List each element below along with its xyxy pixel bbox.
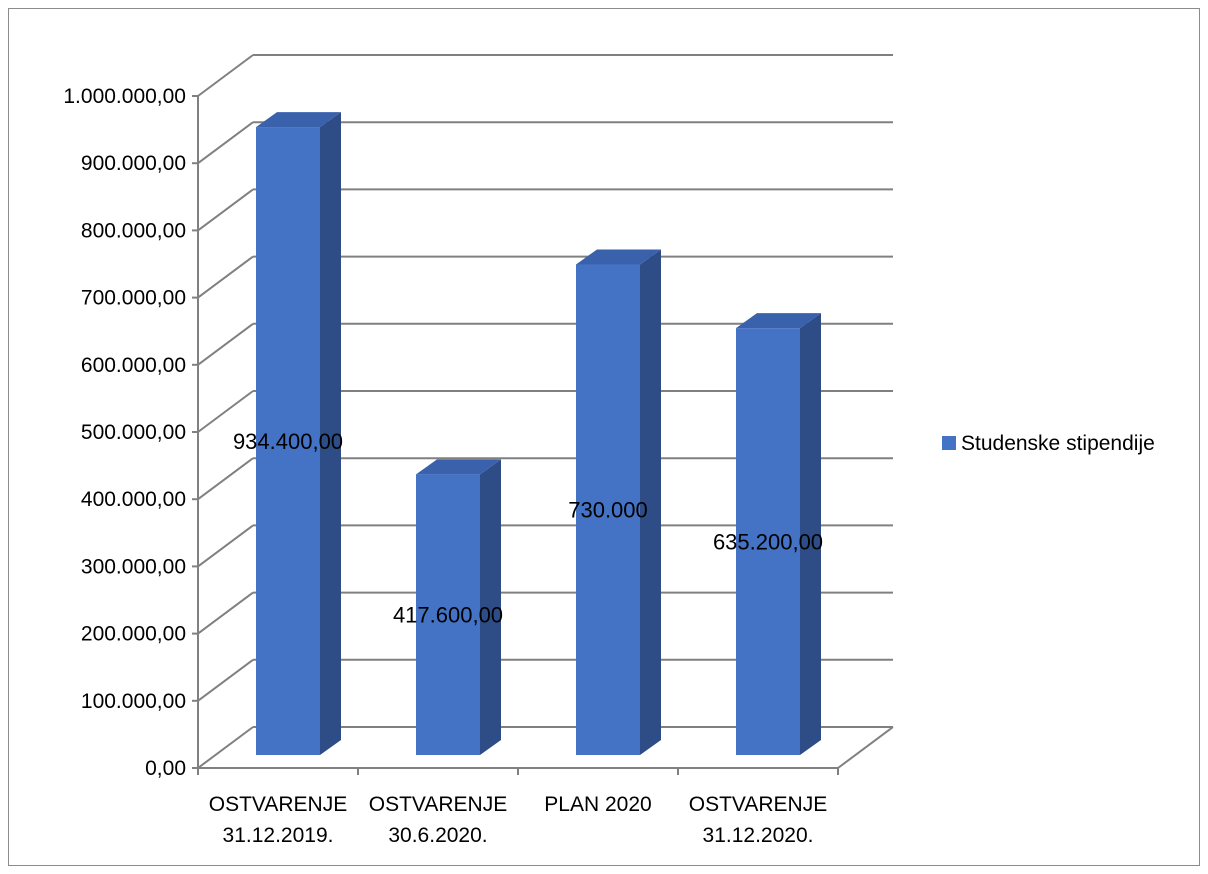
y-tick-label: 200.000,00: [81, 623, 186, 646]
axes: [192, 95, 894, 775]
data-label: 730.000: [568, 498, 648, 523]
x-tick-label: 31.12.2019.: [223, 824, 334, 847]
bar-top: [736, 313, 821, 329]
y-tick-label: 600.000,00: [81, 354, 186, 377]
x-tick-label: OSTVARENJE: [689, 793, 827, 816]
gridline-side: [197, 390, 254, 433]
bar: [416, 459, 501, 755]
bar-side: [640, 249, 661, 755]
bar-front: [416, 474, 480, 755]
bar-front: [256, 127, 320, 756]
bar-side: [320, 112, 341, 756]
bar-side: [800, 313, 821, 755]
data-labels: 934.400,00 417.600,00 730.000 635.200,00: [233, 429, 823, 628]
bar: [736, 313, 821, 755]
gridline-side: [197, 524, 254, 568]
x-tick-label: OSTVARENJE: [369, 793, 507, 816]
x-tick-label: 30.6.2020.: [388, 824, 487, 847]
bar-side: [480, 459, 501, 755]
bar: [256, 112, 341, 756]
bar-top: [256, 112, 341, 128]
gridline-side: [197, 54, 254, 97]
y-tick-label: 700.000,00: [81, 287, 186, 310]
data-label: 417.600,00: [393, 603, 503, 628]
y-tick-label: 500.000,00: [81, 421, 186, 444]
y-axis-tick-labels: 0,00 100.000,00 200.000,00 300.000,00 400.00…: [63, 85, 186, 780]
bars: [256, 112, 821, 756]
legend: Studenske stipendije: [942, 432, 1155, 455]
bar: [576, 249, 661, 755]
y-tick-label: 400.000,00: [81, 488, 186, 511]
x-tick-label: PLAN 2020: [544, 793, 651, 816]
y-tick-label: 300.000,00: [81, 555, 186, 578]
bar-top: [416, 459, 501, 475]
data-label: 934.400,00: [233, 429, 343, 454]
gridline-side: [197, 188, 254, 232]
data-label: 635.200,00: [713, 530, 823, 555]
gridline-side: [197, 322, 254, 366]
y-tick-label: 1.000.000,00: [63, 85, 186, 108]
legend-swatch: [942, 436, 956, 450]
bar-front: [576, 264, 640, 755]
legend-label: Studenske stipendije: [961, 432, 1155, 455]
y-tick-label: 900.000,00: [81, 152, 186, 175]
gridline-side: [197, 121, 254, 165]
y-tick-label: 0,00: [145, 757, 186, 780]
y-tick-label: 100.000,00: [81, 690, 186, 713]
x-axis-category-labels: OSTVARENJE 31.12.2019. OSTVARENJE 30.6.2020…: [209, 793, 827, 847]
gridline-side: [197, 726, 254, 769]
y-tick-label: 800.000,00: [81, 219, 186, 242]
bar-top: [576, 249, 661, 265]
bar-front: [736, 328, 800, 755]
gridline-side: [197, 255, 254, 299]
gridline-side: [197, 658, 254, 702]
x-tick-label: 31.12.2020.: [703, 824, 814, 847]
gridline-side: [197, 457, 254, 501]
gridline-side: [197, 591, 254, 635]
x-tick-label: OSTVARENJE: [209, 793, 347, 816]
floor-edge: [837, 726, 894, 769]
